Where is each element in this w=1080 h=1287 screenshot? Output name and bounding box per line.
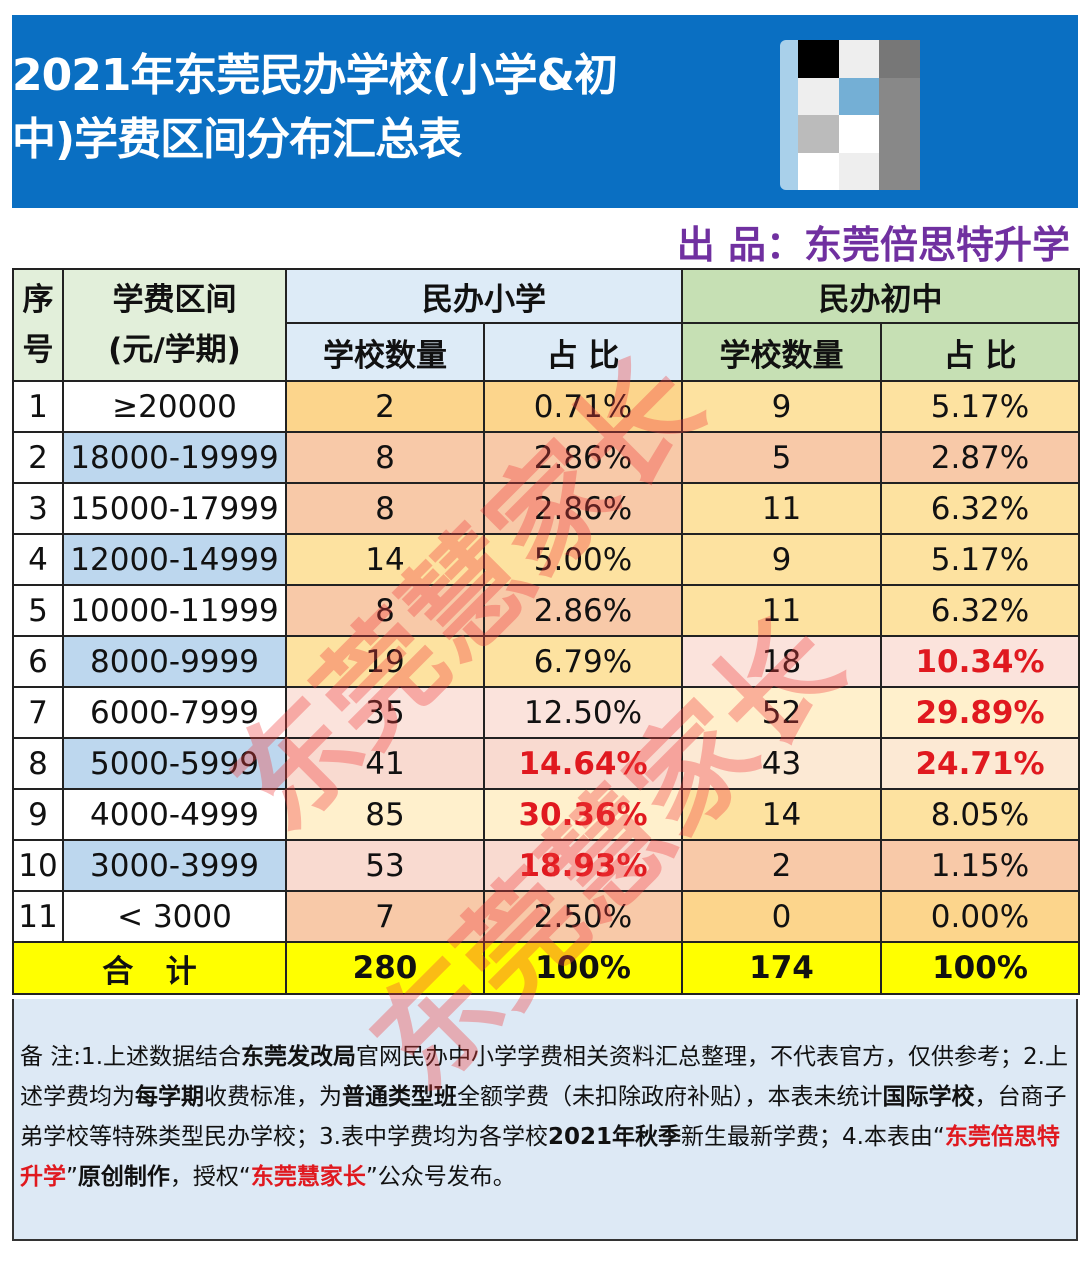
fee-range: 4000-4999: [62, 788, 287, 841]
header-junior-pct: 占 比: [880, 322, 1080, 382]
fee-distribution-table: 序号 学费区间(元/学期) 民办小学 民办初中 学校数量 占 比 学校数量 占 …: [12, 268, 1080, 995]
primary-pct: 2.86%: [483, 584, 683, 637]
primary-count: 8: [285, 584, 485, 637]
header-primary-pct: 占 比: [483, 322, 683, 382]
fee-range: < 3000: [62, 890, 287, 943]
junior-count: 18: [681, 635, 882, 688]
junior-count: 52: [681, 686, 882, 739]
row-no: 5: [12, 584, 64, 637]
table-row: 11 < 3000 7 2.50% 0 0.00%: [12, 890, 1080, 943]
header-junior: 民办初中: [681, 268, 1080, 324]
table-row: 2 18000-19999 8 2.86% 5 2.87%: [12, 431, 1080, 484]
row-no: 7: [12, 686, 64, 739]
primary-pct: 18.93%: [483, 839, 683, 892]
primary-count: 41: [285, 737, 485, 790]
primary-count: 85: [285, 788, 485, 841]
fee-range: 10000-11999: [62, 584, 287, 637]
header-range: 学费区间(元/学期): [62, 268, 287, 382]
junior-pct: 6.32%: [880, 584, 1080, 637]
primary-count: 8: [285, 431, 485, 484]
primary-pct: 6.79%: [483, 635, 683, 688]
junior-pct: 0.00%: [880, 890, 1080, 943]
page-title: 2021年东莞民办学校(小学&初中)学费区间分布汇总表: [12, 50, 618, 165]
primary-pct: 2.50%: [483, 890, 683, 943]
header-primary: 民办小学: [285, 268, 683, 324]
table-row: 3 15000-17999 8 2.86% 11 6.32%: [12, 482, 1080, 535]
table-row: 8 5000-5999 41 14.64% 43 24.71%: [12, 737, 1080, 790]
table-row: 6 8000-9999 19 6.79% 18 10.34%: [12, 635, 1080, 688]
primary-count: 7: [285, 890, 485, 943]
table-row: 9 4000-4999 85 30.36% 14 8.05%: [12, 788, 1080, 841]
total-label: 合 计: [12, 941, 287, 995]
junior-count: 14: [681, 788, 882, 841]
total-primary-count: 280: [285, 941, 485, 995]
junior-pct: 5.17%: [880, 533, 1080, 586]
row-no: 11: [12, 890, 64, 943]
junior-count: 0: [681, 890, 882, 943]
row-no: 10: [12, 839, 64, 892]
fee-range: 18000-19999: [62, 431, 287, 484]
fee-range: 3000-3999: [62, 839, 287, 892]
primary-pct: 30.36%: [483, 788, 683, 841]
row-no: 6: [12, 635, 64, 688]
junior-count: 2: [681, 839, 882, 892]
junior-count: 5: [681, 431, 882, 484]
junior-pct: 10.34%: [880, 635, 1080, 688]
row-no: 4: [12, 533, 64, 586]
primary-pct: 2.86%: [483, 431, 683, 484]
total-row: 合 计 280 100% 174 100%: [12, 941, 1080, 995]
header-junior-count: 学校数量: [681, 322, 882, 382]
row-no: 8: [12, 737, 64, 790]
junior-pct: 2.87%: [880, 431, 1080, 484]
table-row: 5 10000-11999 8 2.86% 11 6.32%: [12, 584, 1080, 637]
fee-range: 8000-9999: [62, 635, 287, 688]
junior-pct: 24.71%: [880, 737, 1080, 790]
primary-count: 14: [285, 533, 485, 586]
total-junior-count: 174: [681, 941, 882, 995]
primary-pct: 5.00%: [483, 533, 683, 586]
primary-count: 35: [285, 686, 485, 739]
junior-pct: 1.15%: [880, 839, 1080, 892]
header-primary-count: 学校数量: [285, 322, 485, 382]
primary-pct: 2.86%: [483, 482, 683, 535]
junior-count: 9: [681, 380, 882, 433]
fee-range: 6000-7999: [62, 686, 287, 739]
fee-range: ≥20000: [62, 380, 287, 433]
total-primary-pct: 100%: [483, 941, 683, 995]
junior-count: 11: [681, 482, 882, 535]
table-row: 10 3000-3999 53 18.93% 2 1.15%: [12, 839, 1080, 892]
junior-pct: 5.17%: [880, 380, 1080, 433]
primary-pct: 0.71%: [483, 380, 683, 433]
row-no: 2: [12, 431, 64, 484]
junior-count: 9: [681, 533, 882, 586]
table-row: 7 6000-7999 35 12.50% 52 29.89%: [12, 686, 1080, 739]
table-row: 1 ≥20000 2 0.71% 9 5.17%: [12, 380, 1080, 433]
total-junior-pct: 100%: [880, 941, 1080, 995]
table-row: 4 12000-14999 14 5.00% 9 5.17%: [12, 533, 1080, 586]
fee-range: 5000-5999: [62, 737, 287, 790]
primary-count: 19: [285, 635, 485, 688]
primary-pct: 12.50%: [483, 686, 683, 739]
primary-count: 8: [285, 482, 485, 535]
blurred-qr-code: [780, 40, 920, 190]
fee-range: 12000-14999: [62, 533, 287, 586]
primary-count: 2: [285, 380, 485, 433]
producer-credit: 出 品：东莞倍思特升学: [676, 223, 1070, 267]
junior-pct: 8.05%: [880, 788, 1080, 841]
primary-count: 53: [285, 839, 485, 892]
junior-count: 43: [681, 737, 882, 790]
row-no: 3: [12, 482, 64, 535]
junior-count: 11: [681, 584, 882, 637]
junior-pct: 29.89%: [880, 686, 1080, 739]
header-no: 序号: [12, 268, 64, 382]
primary-pct: 14.64%: [483, 737, 683, 790]
junior-pct: 6.32%: [880, 482, 1080, 535]
fee-range: 15000-17999: [62, 482, 287, 535]
row-no: 9: [12, 788, 64, 841]
notes: 备 注:1.上述数据结合东莞发改局官网民办中小学学费相关资料汇总整理，不代表官方…: [12, 999, 1078, 1241]
row-no: 1: [12, 380, 64, 433]
